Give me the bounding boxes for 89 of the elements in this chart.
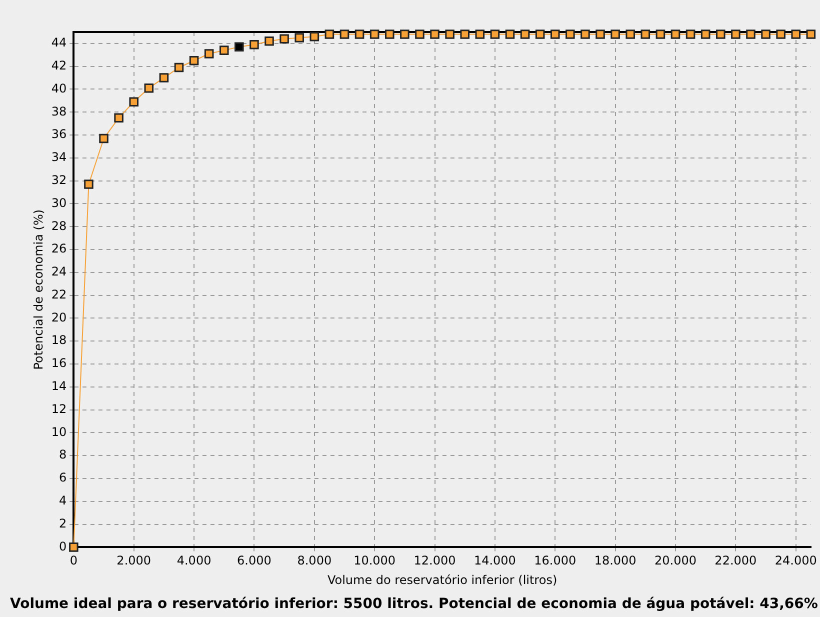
point [686, 30, 696, 39]
point [460, 30, 470, 39]
y-tick-label: 6 [59, 470, 67, 485]
point [716, 30, 726, 39]
point [640, 30, 650, 39]
y-tick-label: 10 [51, 424, 67, 439]
point [430, 30, 440, 39]
point [280, 34, 289, 44]
point [264, 36, 274, 46]
y-tick-label: 32 [51, 172, 67, 187]
x-tick-label: 18.000 [594, 554, 636, 568]
point [340, 30, 350, 39]
point [791, 30, 800, 39]
x-tick-label: 4.000 [176, 554, 212, 568]
point [535, 30, 545, 39]
y-tick-label: 2 [59, 516, 67, 530]
y-tick-label: 8 [59, 448, 67, 462]
y-axis-title: Potencial de economia (%) [31, 209, 46, 370]
y-tick-label: 24 [51, 264, 67, 279]
x-tick-label: 0 [70, 554, 78, 568]
point [174, 62, 184, 72]
point [354, 30, 364, 39]
y-tick-label: 34 [51, 150, 67, 164]
x-tick-label: 20.000 [654, 554, 696, 568]
point [731, 30, 740, 39]
x-tick-label: 12.000 [414, 554, 456, 568]
y-tick-label: 38 [51, 104, 67, 118]
point [294, 33, 304, 42]
point [204, 49, 214, 58]
point [129, 97, 138, 106]
point [159, 73, 169, 82]
point [114, 113, 124, 123]
point [806, 30, 816, 39]
point [234, 42, 244, 52]
y-tick-label: 18 [51, 333, 67, 348]
x-tick-label: 6.000 [237, 554, 272, 568]
y-tick-label: 0 [59, 539, 67, 554]
y-tick-label: 30 [51, 196, 67, 210]
point [384, 30, 394, 39]
point [69, 542, 78, 552]
point [505, 30, 515, 39]
y-tick-label: 44 [51, 36, 67, 50]
y-tick-label: 20 [51, 310, 67, 324]
point [596, 30, 605, 39]
point [670, 30, 680, 39]
point [445, 30, 454, 39]
x-tick-label: 8.000 [297, 554, 332, 568]
point [520, 30, 530, 39]
y-tick-label: 16 [51, 356, 67, 370]
point [144, 83, 154, 93]
point [250, 40, 259, 50]
y-tick-label: 36 [51, 127, 67, 142]
point [626, 30, 635, 39]
x-axis-title: Volume do reservatório inferior (litros) [327, 572, 558, 587]
point [776, 30, 786, 39]
point [490, 30, 500, 39]
point [566, 30, 575, 39]
x-tick-label: 16.000 [534, 554, 576, 568]
point [580, 30, 590, 39]
point [370, 30, 380, 39]
y-tick-label: 26 [51, 242, 67, 256]
point [761, 30, 770, 39]
y-tick-label: 14 [51, 379, 67, 394]
y-tick-label: 40 [51, 81, 67, 96]
point [610, 30, 620, 39]
x-tick-label: 14.000 [474, 554, 516, 568]
point [189, 56, 199, 66]
y-tick-label: 28 [51, 218, 67, 233]
point [656, 30, 666, 39]
point [324, 30, 334, 39]
point [746, 30, 756, 39]
point [400, 30, 410, 39]
x-tick-label: 24.000 [774, 554, 817, 568]
point [700, 30, 710, 39]
point [475, 30, 485, 39]
text: Volume ideal para o reservatório inferior: 5500 litros. Potencial de economia de água potável: 43,66% [10, 596, 818, 612]
point [415, 30, 424, 39]
y-tick-label: 12 [51, 402, 67, 416]
point [84, 180, 94, 189]
point [99, 134, 108, 144]
x-tick-label: 22.000 [714, 554, 757, 568]
y-tick-label: 4 [59, 494, 67, 508]
x-tick-label: 2.000 [116, 554, 152, 568]
x-tick-label: 10.000 [354, 554, 396, 568]
point [219, 46, 229, 55]
point [310, 32, 320, 42]
point [550, 30, 560, 39]
y-tick-label: 22 [51, 287, 67, 302]
y-tick-label: 42 [51, 58, 67, 72]
